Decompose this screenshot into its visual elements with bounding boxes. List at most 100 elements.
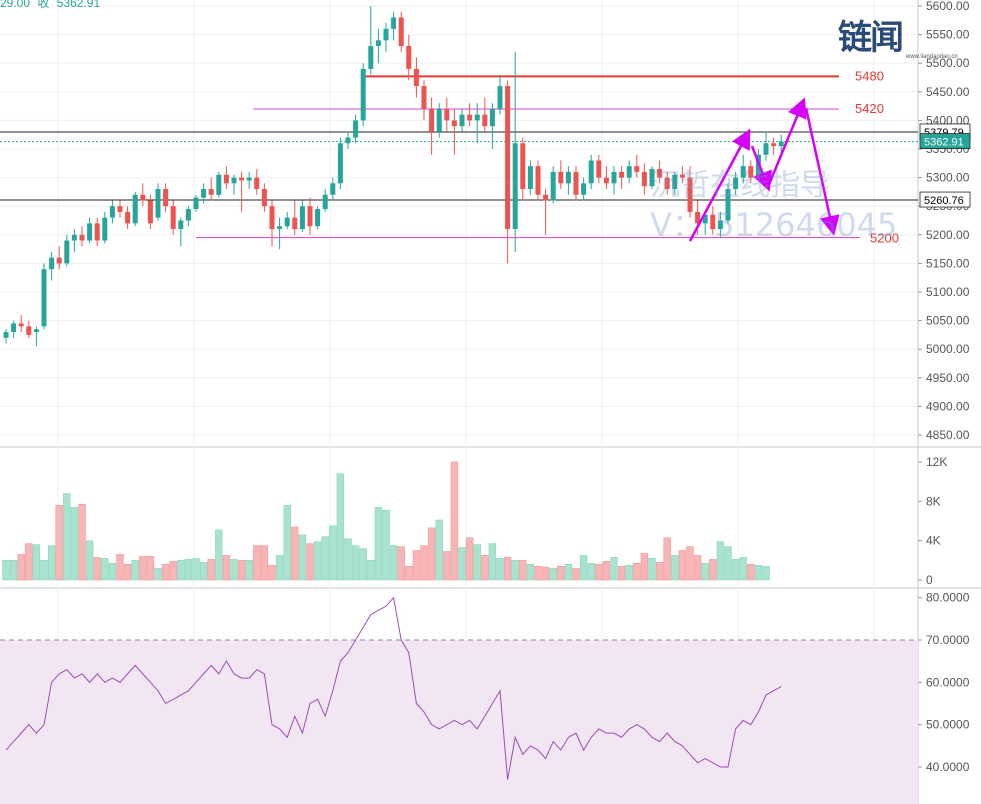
candle-body bbox=[11, 323, 17, 333]
price-tick-label: 5000.00 bbox=[926, 342, 970, 356]
price-tick-label: 5500.00 bbox=[926, 56, 970, 70]
candle-body bbox=[543, 194, 549, 201]
candle-body bbox=[277, 226, 283, 230]
volume-bar bbox=[716, 541, 725, 581]
candle-body bbox=[261, 189, 267, 207]
candles bbox=[3, 6, 784, 347]
candle-body bbox=[125, 211, 131, 224]
volume-bar bbox=[382, 509, 390, 581]
volume-bar bbox=[610, 557, 618, 581]
forecast-arrow bbox=[750, 145, 772, 192]
volume-bar bbox=[283, 504, 291, 581]
candle-body bbox=[755, 154, 761, 178]
volume-bar bbox=[526, 563, 535, 581]
candle-body bbox=[64, 240, 70, 264]
volume-bar bbox=[587, 562, 595, 581]
candle-body bbox=[634, 166, 640, 172]
candle-body bbox=[284, 217, 290, 227]
candle-body bbox=[383, 28, 389, 41]
volume-bar bbox=[177, 560, 185, 581]
volume-bar bbox=[389, 545, 398, 581]
volume-bar bbox=[496, 558, 504, 581]
candle-body bbox=[641, 171, 647, 187]
volume-bar bbox=[473, 544, 481, 581]
candle-body bbox=[246, 177, 252, 181]
candle-body bbox=[565, 171, 571, 184]
candle-body bbox=[398, 17, 404, 47]
rsi-tick-label: 60.0000 bbox=[926, 675, 970, 689]
volume-bar bbox=[450, 461, 459, 581]
volume-bar bbox=[154, 567, 162, 581]
volume-bar bbox=[70, 506, 79, 581]
volume-bar bbox=[63, 493, 71, 581]
candle-body bbox=[626, 166, 632, 178]
candle-body bbox=[163, 189, 169, 207]
price-label-current-box bbox=[919, 133, 971, 150]
candle-body bbox=[269, 206, 275, 230]
volume-bar bbox=[435, 519, 443, 581]
candle-body bbox=[664, 177, 670, 190]
candle-body bbox=[619, 171, 625, 178]
volume-bar bbox=[724, 546, 732, 581]
site-logo: 链闻 www.liandaodao.cn bbox=[838, 18, 970, 64]
logo-text: 链闻 bbox=[838, 18, 904, 58]
volume-bar bbox=[731, 559, 740, 581]
volume-tick-label: 12K bbox=[926, 455, 947, 469]
volume-bar bbox=[253, 545, 261, 581]
volume-bar bbox=[101, 558, 109, 581]
price-tick-label: 5550.00 bbox=[926, 28, 970, 42]
volume-tick-label: 4K bbox=[926, 534, 941, 548]
candle-body bbox=[254, 177, 260, 190]
volume-bar bbox=[321, 536, 329, 581]
candle-body bbox=[467, 114, 473, 121]
candle-body bbox=[345, 137, 351, 144]
level-label-5480: 5480 bbox=[855, 68, 884, 83]
volume-bar bbox=[541, 566, 550, 581]
price-axis[interactable]: 5600.005550.005500.005450.005400.005350.… bbox=[918, 0, 971, 774]
candle-body bbox=[672, 174, 678, 190]
volume-bar bbox=[412, 550, 421, 581]
candle-body bbox=[679, 174, 685, 178]
volume-bar bbox=[617, 565, 626, 581]
volume-bar bbox=[739, 557, 747, 581]
volume-bar bbox=[139, 556, 147, 581]
level-labels: 5480 5420 5200 bbox=[855, 68, 899, 245]
volume-bar bbox=[351, 545, 360, 581]
candle-body bbox=[155, 189, 161, 218]
volume-bar bbox=[268, 564, 276, 581]
volume-bar bbox=[754, 564, 763, 581]
candle-body bbox=[147, 200, 153, 224]
volume-bar bbox=[709, 559, 717, 581]
price-label-current-text: 5362.91 bbox=[924, 137, 964, 149]
volume-bar bbox=[169, 561, 177, 581]
candle-body bbox=[581, 183, 587, 195]
volume-bar bbox=[2, 560, 10, 581]
volume-bar bbox=[572, 567, 580, 581]
volume-bar bbox=[534, 565, 542, 581]
volume-bar bbox=[420, 545, 428, 581]
candle-body bbox=[79, 234, 85, 241]
candle-body bbox=[3, 332, 9, 338]
forecast-arrow bbox=[804, 107, 840, 236]
volume-bar bbox=[230, 559, 238, 581]
volume-bar bbox=[47, 545, 56, 581]
candle-body bbox=[649, 169, 655, 187]
volume-bar bbox=[701, 562, 709, 581]
forecast-arrow bbox=[766, 97, 807, 188]
candle-body bbox=[459, 114, 465, 127]
candle-body bbox=[444, 108, 450, 121]
candle-body bbox=[763, 143, 769, 155]
candle-body bbox=[489, 108, 495, 127]
candle-body bbox=[512, 143, 518, 230]
forecast-arrows bbox=[688, 97, 840, 242]
legend-close-value: 5362.91 bbox=[56, 0, 101, 10]
volume-bar bbox=[40, 560, 48, 581]
volume-bar bbox=[291, 526, 299, 581]
volume-bar bbox=[329, 525, 337, 581]
volume-bar bbox=[146, 556, 155, 581]
candle-body bbox=[353, 120, 359, 138]
candle-body bbox=[588, 160, 594, 184]
candle-body bbox=[178, 220, 184, 230]
logo-url: www.liandaodao.cn bbox=[906, 54, 958, 60]
